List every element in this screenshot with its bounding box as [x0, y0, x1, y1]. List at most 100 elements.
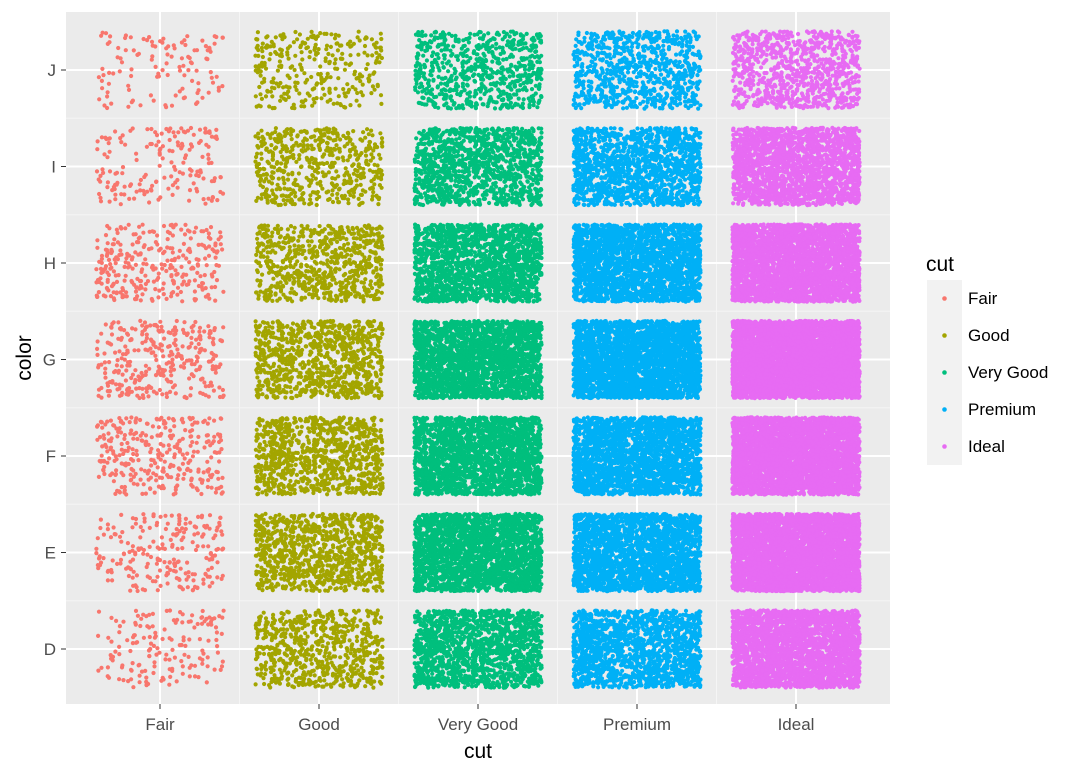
data-point: [120, 286, 125, 291]
data-point: [254, 546, 259, 552]
data-point: [281, 331, 286, 336]
data-point: [139, 467, 144, 472]
data-point: [332, 630, 338, 636]
data-point: [368, 548, 373, 554]
data-point: [268, 472, 273, 477]
data-point: [261, 368, 266, 373]
data-point: [169, 160, 174, 165]
data-point: [366, 319, 371, 324]
data-point: [315, 481, 320, 486]
data-point: [118, 561, 123, 566]
data-point: [325, 550, 330, 556]
data-point: [96, 365, 101, 370]
data-point: [111, 290, 116, 295]
data-point: [102, 459, 107, 464]
data-point: [101, 433, 106, 438]
data-point: [196, 341, 201, 347]
data-point: [364, 439, 369, 444]
data-point: [283, 527, 289, 532]
data-point: [374, 538, 379, 543]
data-point: [219, 338, 224, 343]
data-point: [220, 191, 226, 196]
data-point: [131, 685, 136, 690]
data-point: [304, 658, 309, 663]
data-point: [255, 672, 260, 677]
data-point: [373, 617, 378, 622]
data-point: [376, 458, 381, 463]
data-point: [152, 660, 157, 665]
data-point: [374, 634, 380, 639]
data-points: [94, 29, 862, 690]
data-point: [195, 621, 200, 627]
data-point: [136, 236, 141, 241]
data-point: [351, 476, 356, 481]
data-point: [331, 486, 336, 491]
data-point: [284, 653, 290, 658]
data-point: [134, 240, 140, 245]
data-point: [301, 544, 306, 549]
data-point: [180, 344, 185, 349]
data-point: [311, 462, 316, 467]
data-point: [372, 319, 377, 324]
data-point: [203, 571, 208, 577]
data-point: [344, 612, 349, 617]
data-point: [162, 627, 167, 632]
data-point: [330, 663, 336, 668]
data-point: [320, 563, 325, 568]
data-point: [305, 456, 310, 462]
data-point: [160, 144, 165, 149]
data-point: [306, 359, 311, 364]
data-point: [115, 240, 120, 245]
data-point: [333, 625, 339, 630]
data-point: [204, 263, 209, 268]
data-point: [349, 435, 354, 441]
data-point: [118, 248, 123, 253]
data-point: [297, 661, 303, 666]
data-point: [264, 394, 269, 399]
data-point: [206, 478, 211, 483]
data-point: [364, 338, 369, 343]
data-point: [204, 680, 209, 685]
data-point: [256, 332, 261, 337]
data-point: [261, 543, 267, 548]
data-point: [380, 637, 385, 642]
data-point: [313, 610, 318, 615]
data-point: [360, 425, 366, 430]
data-point: [366, 630, 371, 635]
data-point: [299, 642, 304, 647]
data-point: [157, 163, 162, 168]
data-point: [144, 324, 149, 329]
data-point: [148, 554, 154, 560]
data-point: [379, 525, 384, 530]
data-point: [154, 179, 159, 184]
data-point: [321, 670, 326, 675]
data-point: [187, 188, 193, 193]
data-point: [98, 525, 103, 531]
data-point: [206, 567, 211, 572]
data-point: [133, 262, 138, 267]
data-point: [185, 331, 190, 336]
data-point: [150, 611, 155, 617]
data-point: [371, 685, 376, 690]
data-point: [102, 471, 107, 477]
data-point: [195, 449, 200, 454]
data-point: [194, 186, 199, 191]
data-point: [188, 386, 194, 391]
data-point: [124, 290, 129, 295]
data-point: [270, 320, 275, 325]
data-point: [361, 588, 367, 593]
data-point: [107, 70, 112, 75]
data-point: [136, 348, 141, 353]
data-point: [365, 434, 370, 439]
data-point: [168, 263, 173, 268]
data-point: [206, 196, 211, 201]
data-point: [371, 671, 376, 676]
data-point: [363, 580, 368, 585]
data-point: [95, 424, 100, 429]
data-point: [294, 334, 299, 339]
data-point: [376, 343, 381, 348]
data-point: [254, 537, 260, 542]
data-point: [109, 615, 114, 621]
data-point: [119, 226, 124, 231]
data-point: [285, 627, 290, 632]
